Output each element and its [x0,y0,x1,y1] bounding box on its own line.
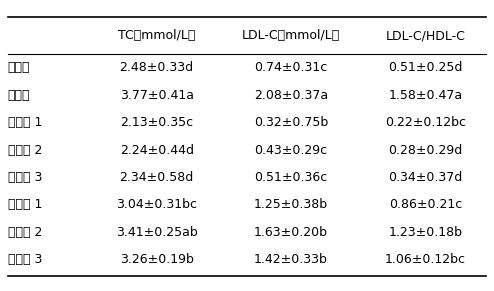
Text: 2.08±0.37a: 2.08±0.37a [254,89,328,102]
Text: 0.43±0.29c: 0.43±0.29c [254,143,328,157]
Text: 1.63±0.20b: 1.63±0.20b [254,226,328,239]
Text: 2.34±0.58d: 2.34±0.58d [120,171,194,184]
Text: 0.34±0.37d: 0.34±0.37d [388,171,462,184]
Text: 3.77±0.41a: 3.77±0.41a [120,89,194,102]
Text: LDL-C（mmol/L）: LDL-C（mmol/L） [242,29,340,42]
Text: 实施例 3: 实施例 3 [8,171,42,184]
Text: 实施例 2: 实施例 2 [8,143,42,157]
Text: 1.23±0.18b: 1.23±0.18b [388,226,462,239]
Text: 0.51±0.25d: 0.51±0.25d [388,61,462,74]
Text: 0.22±0.12bc: 0.22±0.12bc [385,116,466,129]
Text: 3.26±0.19b: 3.26±0.19b [120,253,194,266]
Text: 模型组: 模型组 [8,89,30,102]
Text: 0.28±0.29d: 0.28±0.29d [388,143,462,157]
Text: 对比例 1: 对比例 1 [8,198,42,211]
Text: 1.25±0.38b: 1.25±0.38b [254,198,328,211]
Text: 0.51±0.36c: 0.51±0.36c [254,171,328,184]
Text: 2.13±0.35c: 2.13±0.35c [120,116,193,129]
Text: 实施例 1: 实施例 1 [8,116,42,129]
Text: 0.32±0.75b: 0.32±0.75b [254,116,328,129]
Text: 1.58±0.47a: 1.58±0.47a [388,89,462,102]
Text: 空白组: 空白组 [8,61,30,74]
Text: 3.41±0.25ab: 3.41±0.25ab [116,226,198,239]
Text: 1.06±0.12bc: 1.06±0.12bc [385,253,466,266]
Text: LDL-C/HDL-C: LDL-C/HDL-C [385,29,465,42]
Text: 0.86±0.21c: 0.86±0.21c [389,198,462,211]
Text: TC（mmol/L）: TC（mmol/L） [118,29,195,42]
Text: 对比例 3: 对比例 3 [8,253,42,266]
Text: 2.48±0.33d: 2.48±0.33d [120,61,194,74]
Text: 对比例 2: 对比例 2 [8,226,42,239]
Text: 2.24±0.44d: 2.24±0.44d [120,143,194,157]
Text: 3.04±0.31bc: 3.04±0.31bc [116,198,197,211]
Text: 1.42±0.33b: 1.42±0.33b [254,253,328,266]
Text: 0.74±0.31c: 0.74±0.31c [254,61,328,74]
